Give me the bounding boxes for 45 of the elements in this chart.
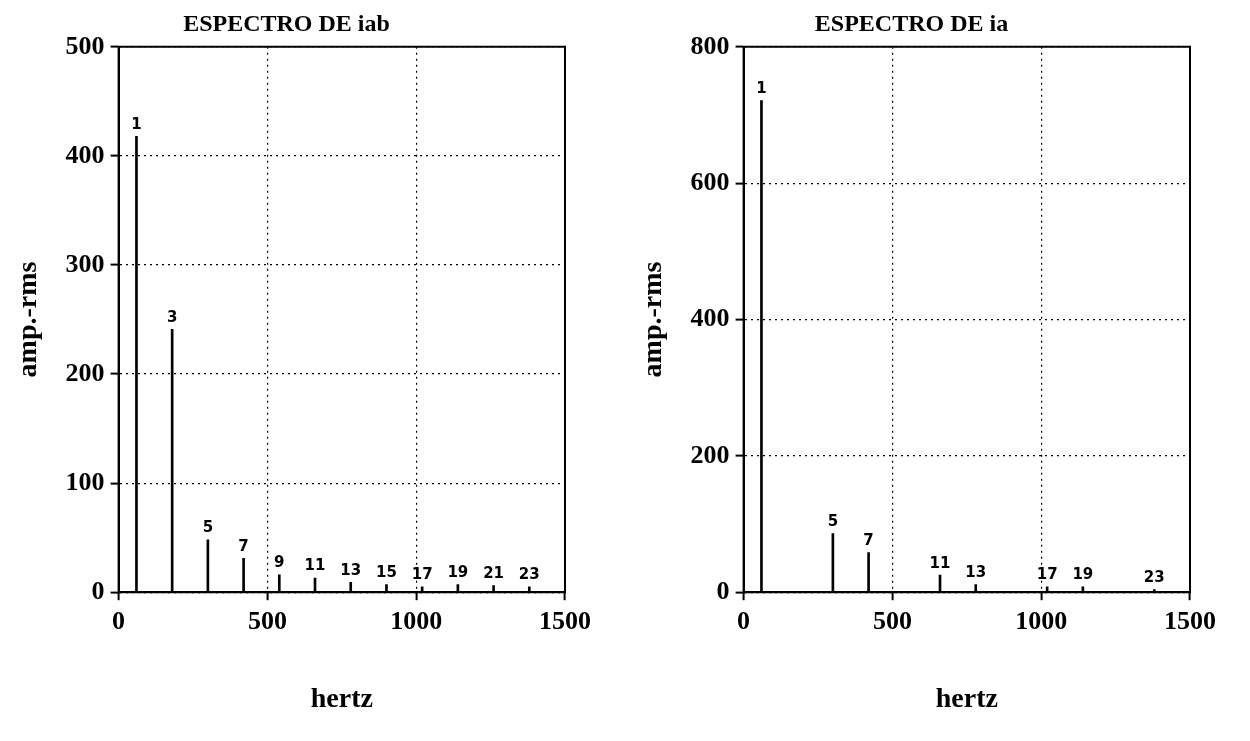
chart-title: ESPECTRO DE ia: [814, 9, 1009, 36]
annotation: 21: [483, 564, 505, 583]
annotation: 19: [447, 562, 469, 581]
y-tick-label: 200: [65, 357, 105, 387]
annotation: 23: [518, 565, 540, 584]
annotation: 23: [1143, 567, 1165, 586]
x-tick-label: 1500: [539, 605, 591, 635]
y-tick-label: 100: [65, 466, 105, 496]
annotation: 7: [238, 536, 249, 555]
annotation: 11: [929, 553, 951, 572]
y-tick-label: 0: [91, 575, 105, 605]
y-tick-label: 600: [690, 166, 730, 196]
y-axis-title: amp.-rms: [636, 261, 668, 378]
x-tick-label: 1500: [1164, 605, 1216, 635]
y-tick-label: 300: [65, 248, 105, 278]
annotation: 13: [340, 560, 362, 579]
chart-title: ESPECTRO DE iab: [183, 9, 390, 36]
x-tick-label: 0: [112, 605, 126, 635]
y-tick-label: 800: [690, 30, 730, 60]
annotation: 17: [411, 565, 433, 584]
x-tick-label: 1000: [390, 605, 443, 635]
x-axis-title: hertz: [310, 682, 373, 714]
x-tick-label: 500: [247, 605, 287, 635]
y-tick-label: 500: [65, 30, 105, 60]
x-tick-label: 1000: [1015, 605, 1068, 635]
annotation: 15: [376, 562, 397, 581]
annotation: 11: [304, 556, 326, 575]
y-tick-label: 200: [690, 439, 730, 469]
annotation: 5: [827, 511, 839, 530]
annotation: 1: [756, 79, 767, 98]
y-tick-label: 400: [65, 139, 105, 169]
annotation: 7: [863, 531, 874, 550]
annotation: 13: [965, 563, 987, 582]
annotation: 9: [274, 553, 285, 572]
annotation: 17: [1036, 565, 1058, 584]
annotation: 5: [202, 518, 214, 537]
x-axis-title: hertz: [935, 682, 998, 714]
annotation: 1: [131, 114, 142, 133]
y-tick-label: 0: [716, 575, 730, 605]
x-tick-label: 500: [872, 605, 912, 635]
annotation: 19: [1072, 565, 1094, 584]
x-tick-label: 0: [737, 605, 751, 635]
annotation: 3: [166, 307, 178, 326]
y-axis-title: amp.-rms: [11, 261, 43, 378]
y-tick-label: 400: [690, 303, 730, 333]
